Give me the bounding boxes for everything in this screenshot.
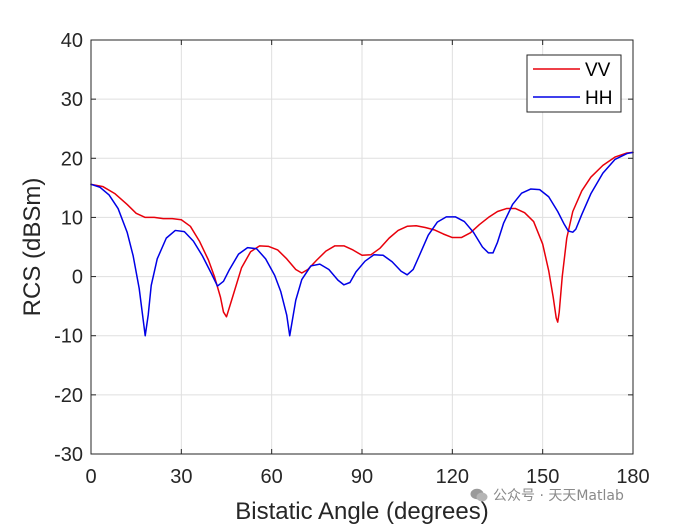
x-tick-label: 120 bbox=[436, 466, 469, 488]
x-axis-label: Bistatic Angle (degrees) bbox=[235, 498, 488, 525]
legend-label-vv: VV bbox=[585, 60, 611, 81]
x-tick-label: 60 bbox=[261, 466, 283, 488]
y-tick-label: 0 bbox=[72, 267, 83, 289]
x-tick-label: 150 bbox=[526, 466, 559, 488]
legend-label-hh: HH bbox=[585, 88, 612, 109]
y-tick-label: 20 bbox=[61, 148, 83, 170]
x-tick-label: 90 bbox=[351, 466, 373, 488]
y-tick-label: 40 bbox=[61, 30, 83, 52]
x-tick-label: 30 bbox=[170, 466, 192, 488]
y-tick-label: -20 bbox=[54, 385, 83, 407]
series-lines bbox=[90, 151, 634, 337]
y-tick-label: 30 bbox=[61, 89, 83, 111]
x-tick-label: 180 bbox=[616, 466, 649, 488]
series-line-vv bbox=[90, 151, 634, 323]
watermark-text: 公众号 · 天天Matlab bbox=[493, 488, 624, 504]
watermark: 公众号 · 天天Matlab bbox=[470, 485, 624, 505]
legend-box bbox=[526, 54, 622, 113]
wechat-icon bbox=[470, 488, 488, 502]
y-tick-label: 10 bbox=[61, 207, 83, 229]
y-axis-label: RCS (dBSm) bbox=[19, 178, 46, 317]
axis-ticks: 0 30 60 90 120 150 180 -30 -20 -10 0 10 20 30 40 bbox=[54, 30, 650, 488]
y-tick-label: -30 bbox=[54, 444, 83, 466]
series-line-hh bbox=[90, 151, 634, 337]
y-tick-label: -10 bbox=[54, 326, 83, 348]
legend: VV HH bbox=[526, 54, 622, 113]
x-tick-label: 0 bbox=[85, 466, 96, 488]
